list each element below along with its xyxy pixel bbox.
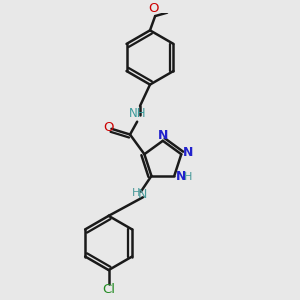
Text: Cl: Cl bbox=[102, 283, 115, 296]
Text: H: H bbox=[132, 188, 140, 198]
Text: O: O bbox=[103, 122, 113, 134]
Text: N: N bbox=[183, 146, 194, 159]
Text: N: N bbox=[138, 188, 148, 201]
Text: N: N bbox=[176, 170, 187, 183]
Text: H: H bbox=[184, 172, 193, 182]
Text: NH: NH bbox=[128, 107, 146, 120]
Text: O: O bbox=[148, 2, 159, 15]
Text: N: N bbox=[158, 129, 169, 142]
